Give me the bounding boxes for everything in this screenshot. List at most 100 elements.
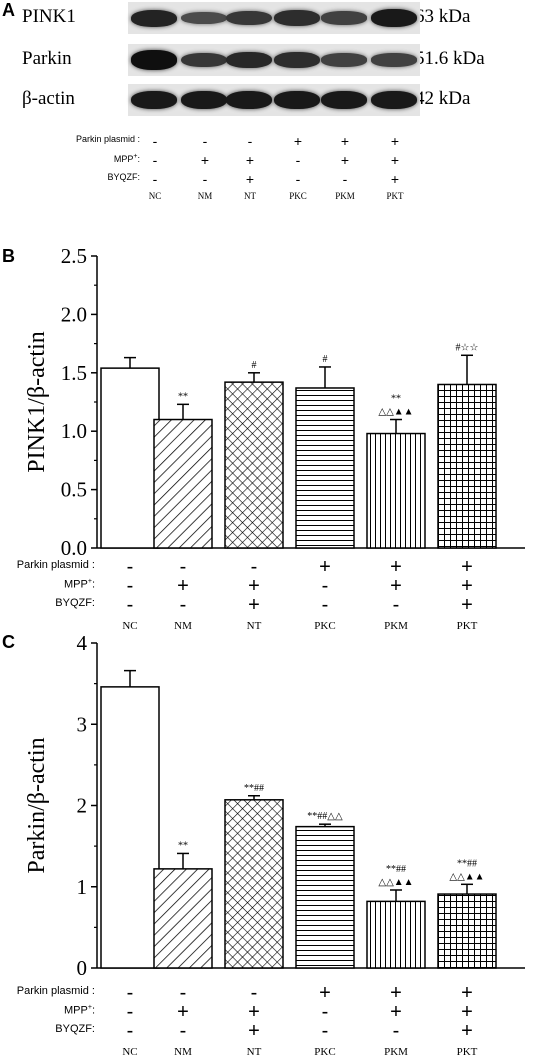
bar-NM [153, 418, 213, 549]
lane-label-2: NT [244, 191, 256, 201]
c-category-1: NM [174, 1046, 192, 1058]
cond-a-label-1: MPP+: [113, 153, 140, 164]
cond-a-label-2: BYQZF: [107, 172, 140, 182]
band-0-3 [274, 10, 320, 26]
c-cond-label-0: Parkin plasmid : [16, 985, 95, 997]
b-cond-sign-1-4: + [390, 575, 402, 597]
y-tick-label: 0.5 [61, 478, 87, 502]
c-cond-sign-2-3: - [321, 1020, 329, 1042]
band-0-0 [131, 9, 177, 27]
bar-PKM [366, 900, 426, 969]
significance-label: #☆☆ [456, 342, 479, 353]
band-0-2 [226, 10, 272, 26]
c-cond-sign-1-4: + [390, 1001, 402, 1023]
lane-label-1: NM [197, 191, 213, 201]
parkin-bar-chart: 0 1 2 3 4 Parkin/β-actin ** **## **##△△ **## △△▲▲ *… [24, 631, 525, 980]
b-cond-sign-0-1: - [179, 556, 187, 578]
bar-PKC [295, 825, 355, 969]
band-1-3 [274, 52, 320, 68]
band-1-4 [321, 53, 367, 67]
c-cond-sign-1-2: + [248, 1001, 260, 1023]
c-cond-sign-0-4: + [390, 982, 402, 1004]
c-cond-sign-0-0: - [126, 982, 134, 1004]
c-cond-sign-0-2: - [250, 982, 258, 1004]
b-cond-sign-0-4: + [390, 556, 402, 578]
significance-label: **## [386, 864, 406, 875]
cond-a-sign-2-2: + [245, 171, 255, 187]
b-cond-sign-1-0: - [126, 575, 134, 597]
cond-a-label-0: Parkin plasmid : [75, 134, 140, 144]
band-2-2 [226, 90, 272, 110]
band-1-5 [371, 53, 417, 67]
cond-a-sign-2-0: - [152, 171, 158, 187]
c-category-3: PKC [314, 1046, 336, 1058]
b-cond-sign-1-2: + [248, 575, 260, 597]
panel-b-letter: B [2, 246, 15, 266]
b-cond-sign-0-0: - [126, 556, 134, 578]
b-cond-sign-1-1: + [177, 575, 189, 597]
b-category-0: NC [122, 620, 138, 632]
y-tick-label: 3 [77, 712, 88, 736]
y-tick-label: 1 [77, 875, 88, 899]
band-1-2 [226, 51, 272, 69]
bar-PKT [437, 383, 497, 549]
lane-label-0: NC [148, 191, 162, 201]
cond-a-sign-2-1: - [202, 171, 208, 187]
bar-NT [224, 799, 284, 969]
b-cond-sign-2-2: + [248, 594, 260, 616]
b-cond-sign-1-3: - [321, 575, 329, 597]
panel-a-letter: A [2, 0, 15, 20]
band-2-5 [371, 90, 417, 110]
lane-label-3: PKC [289, 191, 307, 201]
significance-label: # [252, 360, 257, 371]
cond-a-sign-1-2: + [245, 152, 255, 168]
c-cond-sign-1-3: - [321, 1001, 329, 1023]
cond-a-sign-2-3: - [295, 171, 301, 187]
bar-PKM [366, 432, 426, 549]
cond-a-sign-1-0: - [152, 152, 158, 168]
c-cond-sign-0-3: + [319, 982, 331, 1004]
c-cond-label-1: MPP+: [64, 1004, 95, 1017]
c-category-4: PKM [384, 1046, 408, 1058]
cond-a-sign-1-4: + [340, 152, 350, 168]
b-cond-sign-0-5: + [461, 556, 473, 578]
cond-a-sign-0-1: - [202, 133, 208, 149]
blot-label-0: PINK1 [22, 6, 76, 27]
y-tick-label: 2.0 [61, 302, 87, 326]
cond-a-sign-2-4: - [342, 171, 348, 187]
cond-a-sign-1-1: + [200, 152, 210, 168]
b-category-1: NM [174, 620, 192, 632]
b-cond-sign-2-3: - [321, 594, 329, 616]
cond-a-sign-0-5: + [390, 133, 400, 149]
significance-label: **## [244, 783, 264, 794]
c-cond-sign-0-1: - [179, 982, 187, 1004]
c-category-0: NC [122, 1046, 138, 1058]
y-axis-label: PINK1/β-actin [24, 331, 50, 473]
significance-label: △△▲▲ [378, 877, 413, 888]
b-cond-sign-2-1: - [179, 594, 187, 616]
y-axis-label: Parkin/β-actin [24, 737, 50, 873]
bar-NT [224, 381, 284, 549]
y-tick-label: 1.5 [61, 361, 87, 385]
bar-PKT [437, 893, 497, 969]
band-0-4 [321, 11, 367, 25]
y-tick-label: 4 [77, 631, 88, 655]
c-category-2: NT [246, 1046, 262, 1058]
bar-NC [100, 367, 160, 549]
cond-a-sign-0-2: - [247, 133, 253, 149]
band-2-1 [181, 90, 227, 110]
b-category-3: PKC [314, 620, 336, 632]
b-cond-sign-0-2: - [250, 556, 258, 578]
significance-label: **##△△ [307, 811, 343, 822]
c-cond-sign-1-1: + [177, 1001, 189, 1023]
kda-label-2: 42 kDa [415, 88, 471, 109]
bar-PKC [295, 387, 355, 549]
c-cond-sign-2-4: - [392, 1020, 400, 1042]
band-0-5 [371, 8, 417, 28]
b-cond-sign-2-4: - [392, 594, 400, 616]
panel-c-letter: C [2, 632, 15, 652]
c-cond-label-2: BYQZF: [55, 1023, 95, 1035]
lane-label-4: PKM [335, 191, 355, 201]
cond-a-sign-0-3: + [293, 133, 303, 149]
y-tick-label: 2 [77, 794, 88, 818]
